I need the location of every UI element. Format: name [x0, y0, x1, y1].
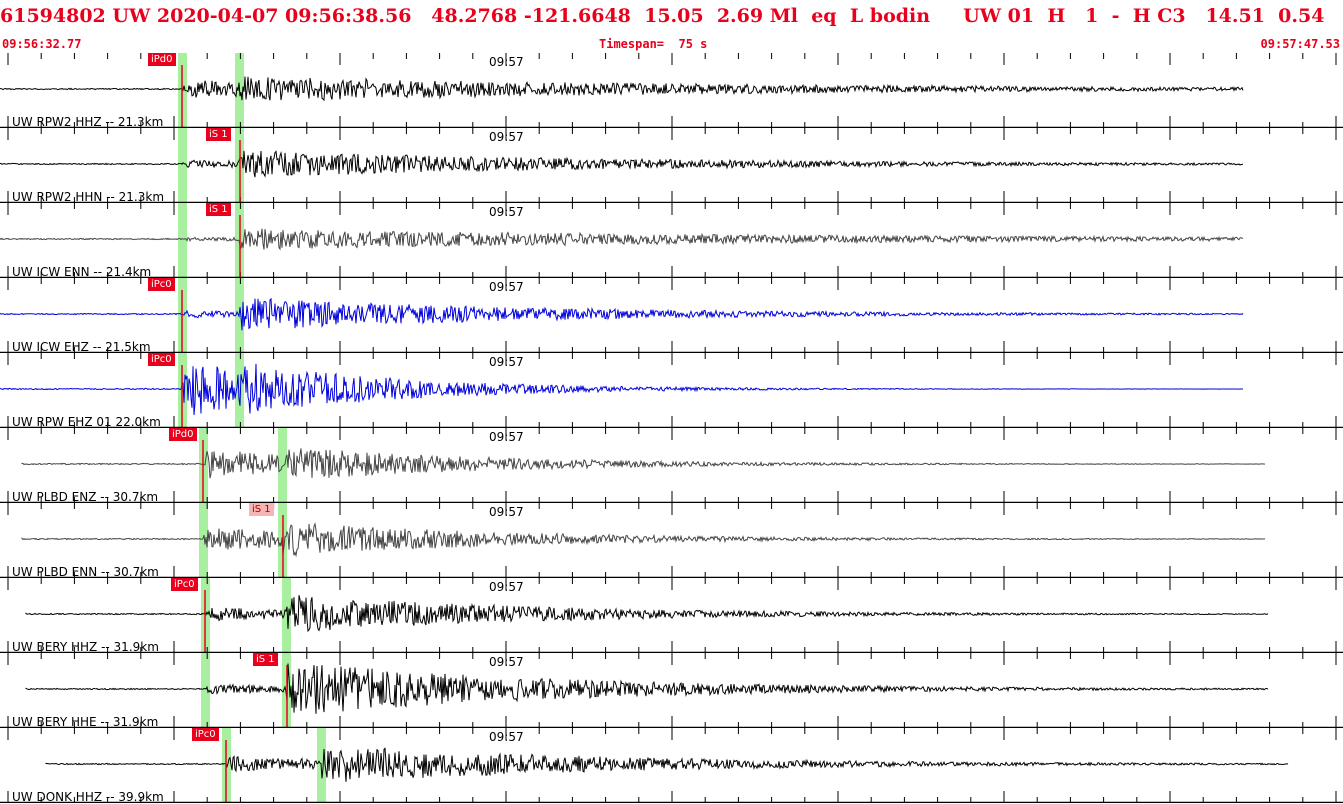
pick-tag[interactable]: iS 1 — [253, 653, 278, 666]
waveform-panel[interactable]: 09:57 iPc0 UW DONK HHZ -- 39.9km — [0, 728, 1343, 803]
pick-window — [201, 653, 210, 728]
station-label: UW RPW2 HHZ -- 21.3km — [12, 115, 164, 128]
waveform-svg — [0, 353, 1343, 428]
seismic-trace — [0, 76, 1244, 102]
station-label: UW ICW EHZ -- 21.5km — [12, 340, 151, 353]
time-label: 09:57 — [489, 730, 524, 744]
pick-tag[interactable]: iPc0 — [171, 578, 198, 591]
pick-tag[interactable]: iPc0 — [148, 278, 175, 291]
seismic-trace — [0, 228, 1244, 251]
pick-window — [235, 353, 244, 428]
end-time: 09:57:47.53 — [1260, 37, 1340, 51]
pick-tag[interactable]: iPc0 — [148, 353, 175, 366]
waveform-panels[interactable]: 09:57 iPd0 UW RPW2 HHZ -- 21.3km 09:57 iS 1 U… — [0, 53, 1343, 804]
time-label: 09:57 — [489, 430, 524, 444]
station-label: UW BERY HHE -- 31.9km — [12, 715, 159, 728]
time-label: 09:57 — [489, 505, 524, 519]
time-label: 09:57 — [489, 355, 524, 369]
seismic-trace — [21, 448, 1266, 479]
time-label: 09:57 — [489, 580, 524, 594]
seismic-trace — [25, 663, 1269, 714]
time-axis — [7, 53, 1337, 128]
start-time: 09:56:32.77 — [2, 37, 82, 51]
waveform-svg — [0, 578, 1343, 653]
seismic-trace — [21, 522, 1266, 558]
seismic-trace — [45, 747, 1289, 782]
station-label: UW RPW2 HHN -- 21.3km — [12, 190, 165, 203]
waveform-svg — [0, 203, 1343, 278]
pick-window — [282, 578, 291, 653]
station-label: UW DONK HHZ -- 39.9km — [12, 790, 164, 803]
seismic-trace — [25, 595, 1269, 633]
pick-tag[interactable]: iPd0 — [169, 428, 197, 441]
waveform-svg — [0, 428, 1343, 503]
waveform-svg — [0, 53, 1343, 128]
waveform-panel[interactable]: 09:57 iPc0 UW RPW EHZ 01 22.0km — [0, 353, 1343, 428]
pick-window — [178, 128, 187, 203]
station-label: UW BERY HHZ -- 31.9km — [12, 640, 159, 653]
event-header: 61594802 UW 2020-04-07 09:56:38.56 48.27… — [0, 0, 1343, 53]
time-axis — [7, 503, 1337, 578]
waveform-panel[interactable]: 09:57 iPd0 UW RPW2 HHZ -- 21.3km — [0, 53, 1343, 128]
waveform-panel[interactable]: 09:57 iS 1 UW BERY HHE -- 31.9km — [0, 653, 1343, 728]
time-label: 09:57 — [489, 205, 524, 219]
waveform-panel[interactable]: 09:57 iPc0 UW BERY HHZ -- 31.9km — [0, 578, 1343, 653]
pick-tag[interactable]: iS 1 — [206, 203, 231, 216]
time-label: 09:57 — [489, 655, 524, 669]
waveform-panel[interactable]: 09:57 iPd0 UW PLBD ENZ -- 30.7km — [0, 428, 1343, 503]
time-label: 09:57 — [489, 280, 524, 294]
waveform-svg — [0, 653, 1343, 728]
station-label: UW PLBD ENZ -- 30.7km — [12, 490, 159, 503]
seismic-trace — [0, 297, 1244, 331]
pick-window — [178, 203, 187, 278]
pick-tag[interactable]: iPc0 — [192, 728, 219, 741]
seismic-trace — [0, 150, 1244, 178]
waveform-svg — [0, 128, 1343, 203]
waveform-panel[interactable]: 09:57 iS 1 UW PLBD ENN -- 30.7km — [0, 503, 1343, 578]
waveform-svg — [0, 278, 1343, 353]
pick-window — [199, 503, 208, 578]
pick-window — [278, 428, 287, 503]
pick-tag[interactable]: iPd0 — [148, 53, 176, 66]
event-title: 61594802 UW 2020-04-07 09:56:38.56 48.27… — [0, 5, 1325, 27]
waveform-svg — [0, 728, 1343, 803]
waveform-panel[interactable]: 09:57 iS 1 UW ICW ENN -- 21.4km — [0, 203, 1343, 278]
waveform-svg — [0, 503, 1343, 578]
time-axis — [7, 128, 1337, 203]
station-label: UW ICW ENN -- 21.4km — [12, 265, 152, 278]
station-label: UW RPW EHZ 01 22.0km — [12, 415, 161, 428]
seismic-trace — [0, 363, 1243, 415]
station-label: UW PLBD ENN -- 30.7km — [12, 565, 159, 578]
pick-tag[interactable]: iS 1 — [206, 128, 231, 141]
time-label: 09:57 — [489, 55, 524, 69]
timespan-label: Timespan= 75 s — [599, 37, 708, 51]
pick-tag[interactable]: iS 1 — [249, 503, 274, 516]
time-label: 09:57 — [489, 130, 524, 144]
waveform-panel[interactable]: 09:57 iS 1 UW RPW2 HHN -- 21.3km — [0, 128, 1343, 203]
waveform-panel[interactable]: 09:57 iPc0 UW ICW EHZ -- 21.5km — [0, 278, 1343, 353]
